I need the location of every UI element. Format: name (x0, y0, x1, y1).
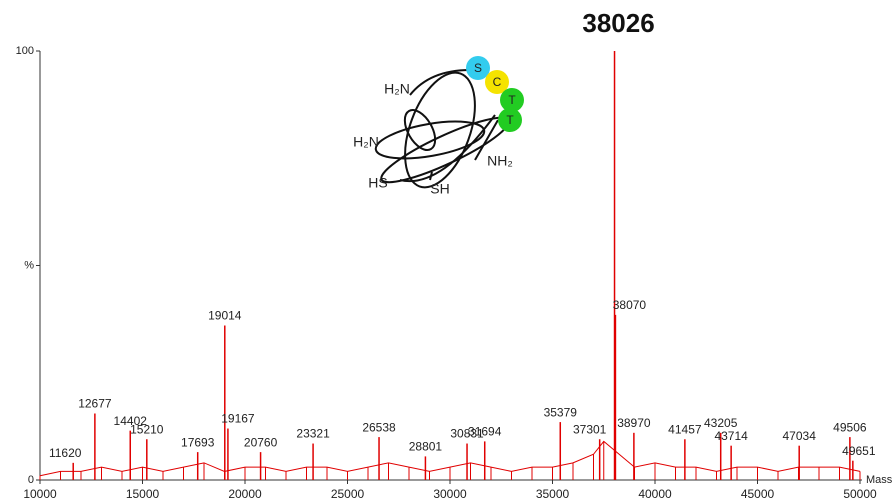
peak-label: 47034 (783, 429, 817, 443)
peak-label: 15210 (130, 422, 164, 436)
peak-label: 12677 (78, 397, 112, 411)
y-tick-label: 0 (28, 474, 34, 486)
thiol-label: SH (430, 181, 449, 197)
x-tick-label: 10000 (23, 487, 57, 501)
residue-label: S (474, 61, 482, 75)
peak-label: 26538 (362, 420, 396, 434)
peak-label: 35379 (544, 405, 578, 419)
peak-label: 49506 (833, 420, 867, 434)
amine-label: NH₂ (487, 153, 513, 169)
peak-label: 38970 (617, 416, 651, 430)
chart: S C T T H₂N H₂N NH₂ HS SH Mass 0% 100 1000… (0, 0, 895, 504)
x-tick-label: 15000 (126, 487, 160, 501)
x-tick-label: 30000 (433, 487, 467, 501)
peak-label: 17693 (181, 435, 215, 449)
x-tick-label: 40000 (638, 487, 672, 501)
peak-label: 23321 (296, 427, 330, 441)
thiol-label: HS (368, 175, 387, 191)
x-tick-label: 35000 (536, 487, 570, 501)
x-tick-label: 25000 (331, 487, 365, 501)
peak-label: 19014 (208, 309, 242, 323)
residue-label: T (506, 113, 514, 127)
peak-label: 11620 (49, 446, 82, 460)
peak-label: 19167 (221, 412, 255, 426)
x-tick-label: 45000 (741, 487, 775, 501)
amine-label: H₂N (384, 81, 410, 97)
peak-label: 41457 (668, 422, 702, 436)
residue-label: T (508, 93, 516, 107)
residue-label: C (493, 75, 502, 89)
y-tick-label: 100 (16, 45, 34, 57)
peak-label: 20760 (244, 435, 278, 449)
y-tick-label: % (24, 259, 34, 271)
chart-title: 38026 (582, 8, 654, 38)
amine-label: H₂N (353, 134, 379, 150)
peak-label: 28801 (409, 440, 443, 454)
peak-label: 31694 (468, 425, 502, 439)
peak-label: 43714 (714, 429, 748, 443)
peak-label: 49651 (842, 444, 876, 458)
peak-label: 37301 (573, 422, 607, 436)
x-tick-label: 20000 (228, 487, 262, 501)
x-tick-label: 50000 (843, 487, 877, 501)
x-axis-label: Mass (866, 474, 893, 486)
peak-label: 38070 (613, 298, 647, 312)
